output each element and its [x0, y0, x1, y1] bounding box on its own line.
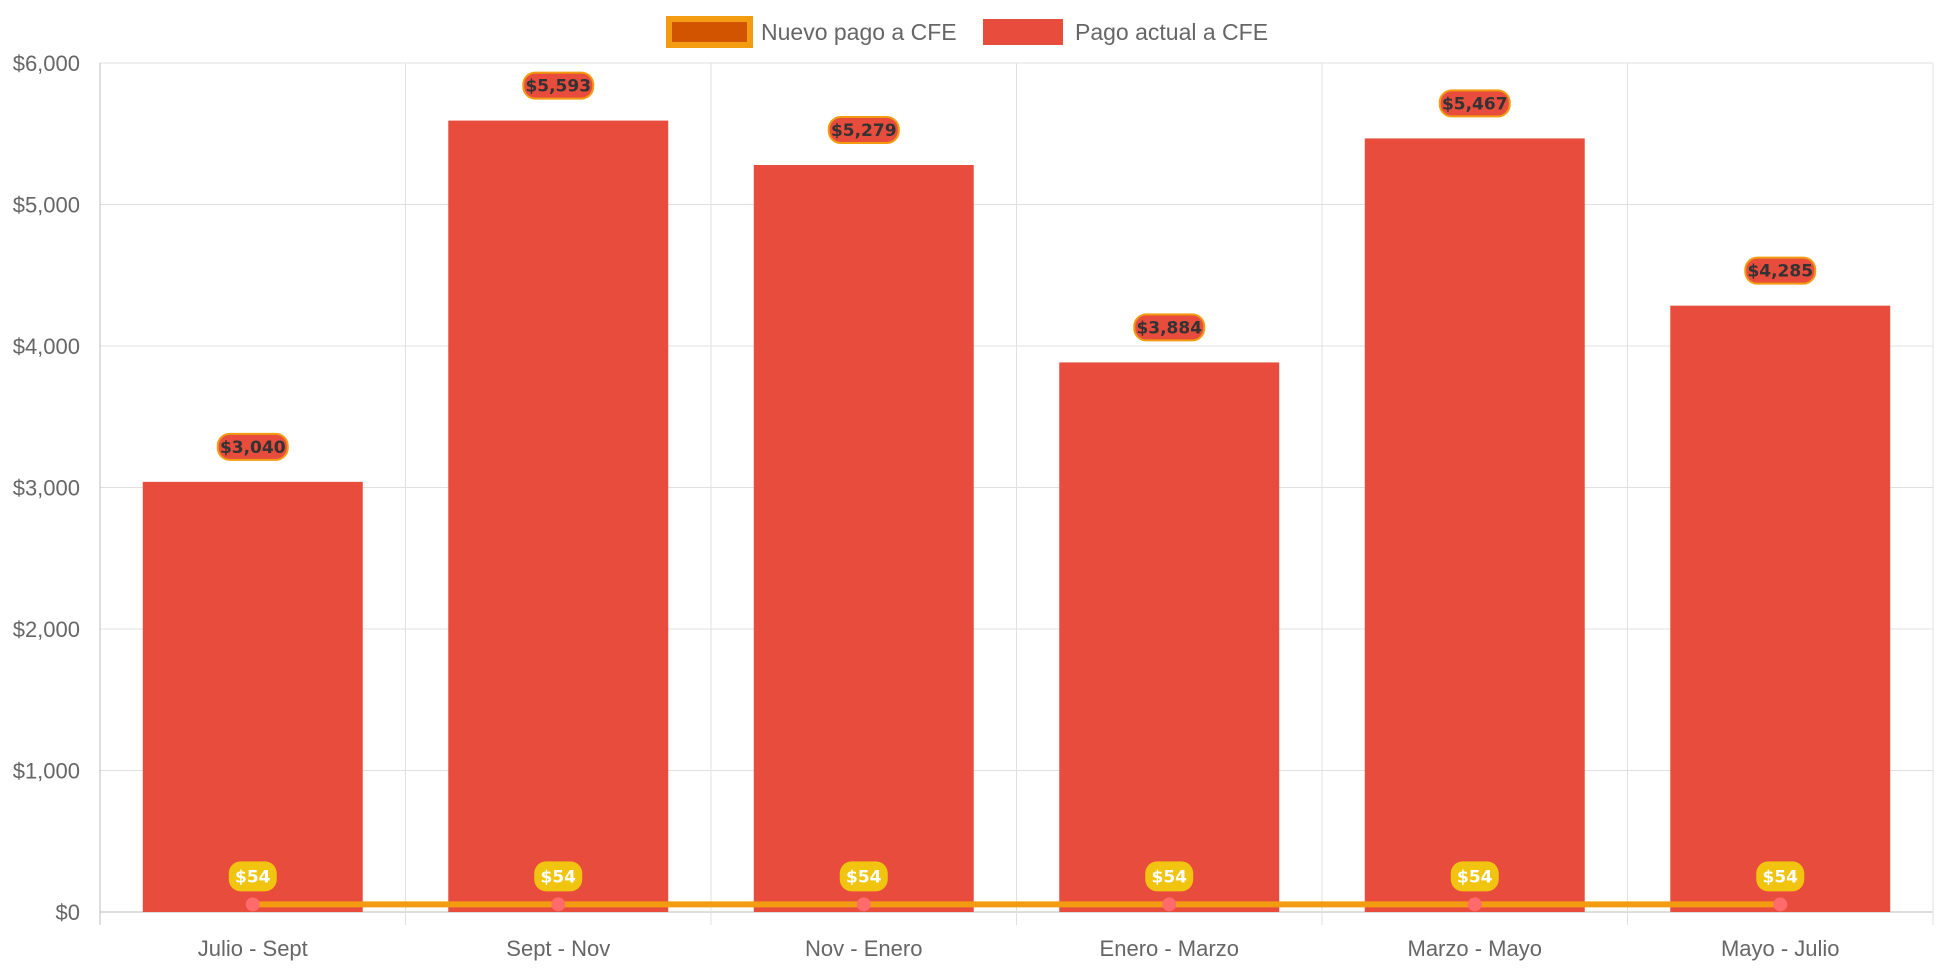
line-data-label-bg	[1450, 861, 1499, 892]
line-data-label-bg	[1145, 861, 1194, 892]
line-labels: $54 $54 $54 $54 $54 $54	[228, 861, 1805, 892]
line-data-label: $54	[1457, 867, 1493, 887]
x-tick-label: Mayo - Julio	[1721, 936, 1840, 961]
bar-data-label: $3,040	[220, 438, 286, 458]
line-point	[245, 897, 260, 912]
line-data-label-bg	[839, 861, 888, 892]
line-data-label: $54	[541, 867, 577, 887]
line-data-label-bg	[534, 861, 583, 892]
x-tick-label: Enero - Marzo	[1100, 936, 1239, 961]
legend-label-pago-actual: Pago actual a CFE	[1075, 19, 1268, 45]
y-tick-label: $3,000	[13, 476, 80, 501]
line-point	[551, 897, 566, 912]
bar-data-label: $5,467	[1442, 94, 1508, 114]
y-tick-label: $6,000	[13, 51, 80, 76]
line-point	[1467, 897, 1482, 912]
bar-data-label-bg	[522, 71, 595, 100]
y-tick-label: $4,000	[13, 334, 80, 359]
x-tick-label: Nov - Enero	[805, 936, 922, 961]
line-data-label: $54	[1152, 867, 1188, 887]
bar	[1670, 305, 1891, 912]
line-data-label: $54	[846, 867, 882, 887]
y-tick-label: $5,000	[13, 193, 80, 218]
x-tick-label: Sept - Nov	[506, 936, 610, 961]
line-point	[1162, 897, 1177, 912]
bar	[448, 120, 669, 912]
line-series	[245, 897, 1788, 912]
line-data-label-bg	[1756, 861, 1805, 892]
bars	[142, 120, 1891, 913]
bar-data-label: $5,593	[525, 77, 591, 97]
line-data-label: $54	[1763, 867, 1799, 887]
line-point	[1773, 897, 1788, 912]
bar-data-label-bg	[827, 116, 900, 145]
line-data-label-bg	[228, 861, 277, 892]
legend-swatch-nuevo-pago	[666, 16, 753, 48]
bar-labels: $3,040 $5,593 $5,279 $3,884 $5,467 $4,285	[216, 71, 1817, 461]
x-tick-label: Marzo - Mayo	[1408, 936, 1542, 961]
bar-data-label-bg	[1438, 89, 1511, 118]
x-tick-label: Julio - Sept	[198, 936, 308, 961]
line-point	[856, 897, 871, 912]
legend-label-nuevo-pago: Nuevo pago a CFE	[761, 19, 957, 45]
y-tick-label: $0	[56, 900, 80, 925]
bar	[753, 165, 974, 913]
bar-data-label-bg	[1133, 313, 1206, 342]
bar-data-label-bg	[216, 432, 289, 461]
bar	[142, 481, 363, 912]
grid	[99, 62, 1934, 925]
bar-data-label-bg	[1744, 256, 1817, 285]
legend-item-nuevo-pago[interactable]: Nuevo pago a CFE	[666, 16, 957, 48]
axes: $0 $1,000 $2,000 $3,000 $4,000 $5,000 $6,000 Ju…	[13, 51, 1840, 961]
legend[interactable]: Nuevo pago a CFE Pago actual a CFE	[666, 16, 1268, 48]
bar-data-label: $4,285	[1747, 262, 1813, 282]
y-tick-label: $1,000	[13, 759, 80, 784]
legend-item-pago-actual[interactable]: Pago actual a CFE	[983, 19, 1268, 45]
bar	[1059, 362, 1280, 912]
y-tick-label: $2,000	[13, 617, 80, 642]
bar-data-label: $3,884	[1136, 318, 1202, 338]
legend-swatch-pago-actual	[983, 19, 1063, 45]
line-data-label: $54	[235, 867, 271, 887]
bar	[1364, 138, 1585, 912]
bar-data-label: $5,279	[831, 121, 897, 141]
